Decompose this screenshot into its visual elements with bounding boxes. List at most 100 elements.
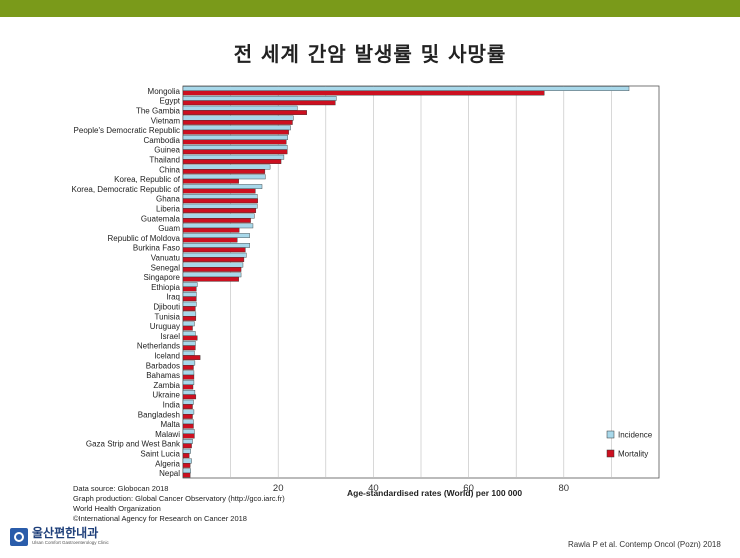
incidence-bar: [182, 105, 298, 111]
x-axis-label: Age-standardised rates (World) per 100 0…: [347, 488, 523, 498]
mortality-bar: [182, 443, 192, 449]
source-line: Graph production: Global Cancer Observat…: [73, 494, 285, 503]
mortality-bar: [182, 463, 191, 468]
category-label: Vanuatu: [151, 254, 180, 263]
incidence-bar: [182, 262, 244, 268]
mortality-bar: [182, 404, 193, 409]
incidence-bar: [182, 380, 195, 385]
incidence-bar: [182, 360, 196, 366]
incidence-bar: [182, 350, 195, 356]
category-label: Singapore: [144, 273, 181, 282]
mortality-bar: [182, 100, 336, 106]
mortality-bar: [182, 316, 197, 321]
category-label: People's Democratic Republic: [74, 126, 180, 135]
incidence-bar: [182, 399, 194, 405]
incidence-bar: [182, 242, 250, 248]
incidence-bar: [182, 125, 291, 131]
legend-label: Incidence: [618, 431, 653, 440]
category-label: Malawi: [155, 430, 180, 439]
category-label: Vietnam: [151, 116, 181, 125]
category-label: Burkina Faso: [133, 244, 181, 253]
mortality-bar: [182, 325, 193, 331]
incidence-bar: [182, 301, 197, 307]
clinic-name: 울산편한내과: [32, 526, 99, 540]
category-label: Guinea: [154, 146, 180, 155]
category-label: Thailand: [149, 156, 180, 165]
mortality-bar: [182, 394, 197, 400]
incidence-bar: [182, 86, 630, 92]
legend-swatch: [606, 430, 615, 439]
mortality-bar: [182, 90, 545, 96]
category-label: Korea, Republic of: [114, 175, 181, 184]
incidence-bar: [182, 233, 250, 238]
clinic-subtitle: Ulsan Comfort Gastroenterology Clinic: [32, 540, 109, 545]
mortality-bar: [182, 267, 242, 272]
category-label: Israel: [160, 332, 180, 341]
incidence-bar: [182, 282, 198, 287]
mortality-bar: [182, 159, 282, 164]
incidence-bar: [182, 213, 255, 219]
citation: Rawla P et al. Contemp Oncol (Pozn) 2018: [568, 540, 721, 549]
incidence-bar: [182, 184, 263, 189]
category-label: Djibouti: [153, 303, 180, 312]
incidence-bar: [182, 135, 288, 140]
incidence-bar: [182, 331, 196, 336]
mortality-bar: [182, 257, 245, 262]
x-tick-label: 60: [463, 483, 474, 494]
category-label: Korea, Democratic Republic of: [72, 185, 181, 194]
incidence-bar: [182, 419, 194, 425]
incidence-bar: [182, 164, 271, 170]
mortality-bar: [182, 453, 190, 458]
category-label: China: [159, 165, 180, 174]
mortality-bar: [182, 149, 288, 155]
mortality-bar: [182, 384, 194, 390]
incidence-bar: [182, 439, 193, 444]
incidence-bar: [182, 174, 266, 180]
source-line: Data source: Globocan 2018: [73, 484, 169, 493]
mortality-bar: [182, 168, 266, 174]
mortality-bar: [182, 296, 197, 302]
mortality-bar: [182, 139, 287, 145]
mortality-bar: [182, 365, 194, 370]
mortality-bar: [182, 414, 193, 419]
incidence-bar: [182, 321, 195, 327]
category-label: Republic of Moldova: [108, 234, 181, 243]
mortality-bar: [182, 286, 197, 292]
incidence-bar: [182, 144, 288, 150]
incidence-bar: [182, 193, 258, 199]
incidence-bar: [182, 390, 196, 395]
category-label: India: [163, 401, 181, 410]
incidence-bar: [182, 154, 285, 160]
mortality-bar: [182, 276, 239, 282]
incidence-bar: [182, 203, 258, 209]
incidence-bar: [182, 468, 191, 474]
mortality-bar: [182, 227, 240, 233]
clinic-logo-icon: [10, 527, 28, 546]
category-label: Bangladesh: [138, 410, 180, 419]
category-label: Uruguay: [150, 322, 180, 331]
mortality-bar: [182, 237, 238, 243]
mortality-bar: [182, 198, 258, 204]
mortality-bar: [182, 119, 293, 125]
mortality-bar: [182, 188, 256, 194]
mortality-bar: [182, 208, 257, 213]
category-label: Liberia: [156, 205, 181, 214]
incidence-bar: [182, 429, 195, 434]
mortality-bar: [182, 355, 201, 360]
category-label: Gaza Strip and West Bank: [86, 440, 181, 449]
category-label: Tunisia: [155, 312, 181, 321]
x-tick-label: 40: [368, 483, 379, 494]
mortality-bar: [182, 345, 196, 351]
category-label: Guam: [158, 224, 180, 233]
incidence-bar: [182, 115, 294, 121]
category-label: The Gambia: [136, 107, 181, 116]
mortality-bar: [182, 247, 246, 253]
x-tick-label: 80: [559, 483, 570, 494]
incidence-bar: [182, 448, 191, 454]
category-label: Malta: [160, 420, 180, 429]
mortality-bar: [182, 335, 198, 341]
top-accent-bar: [0, 0, 740, 17]
incidence-bar: [182, 341, 196, 346]
mortality-bar: [182, 306, 196, 311]
